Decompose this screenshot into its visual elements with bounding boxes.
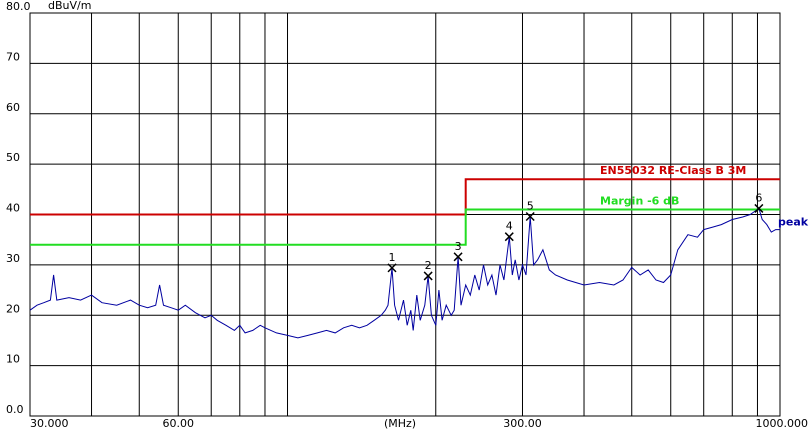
marker-label: 1	[389, 251, 396, 264]
y-tick-label: 50	[6, 151, 20, 164]
y-tick-label: 40	[6, 202, 20, 215]
x-axis-label: (MHz)	[384, 417, 416, 430]
marker	[453, 252, 463, 262]
y-tick-label: 20	[6, 302, 20, 315]
marker	[387, 263, 397, 273]
trace-label: peak	[778, 216, 809, 229]
limit-label: Margin -6 dB	[600, 194, 679, 207]
y-tick-label: 0.0	[6, 403, 24, 416]
marker-label: 4	[506, 220, 513, 233]
x-tick-label: 30.000	[30, 417, 69, 430]
y-axis-label: dBuV/m	[48, 0, 91, 12]
marker	[525, 211, 535, 222]
trace	[29, 207, 780, 339]
marker-label: 6	[755, 191, 762, 204]
y-tick-label: 70	[6, 50, 20, 63]
y-tick-label: 80.0	[6, 0, 31, 13]
limit-line	[30, 208, 780, 246]
marker	[754, 203, 764, 213]
marker	[423, 271, 433, 281]
y-tick-label: 60	[6, 101, 20, 114]
x-tick-label: 60.00	[163, 417, 195, 430]
x-tick-label: 1000.000	[756, 417, 809, 430]
y-tick-label: 30	[6, 252, 20, 265]
y-tick-label: 10	[6, 353, 20, 366]
x-tick-label: 300.00	[503, 417, 542, 430]
marker-label: 5	[527, 200, 534, 213]
marker	[504, 232, 514, 242]
limit-line	[30, 178, 780, 216]
limit-label: EN55032 RE-Class B 3M	[600, 164, 746, 177]
marker-label: 3	[455, 240, 462, 253]
marker-label: 2	[425, 259, 432, 272]
